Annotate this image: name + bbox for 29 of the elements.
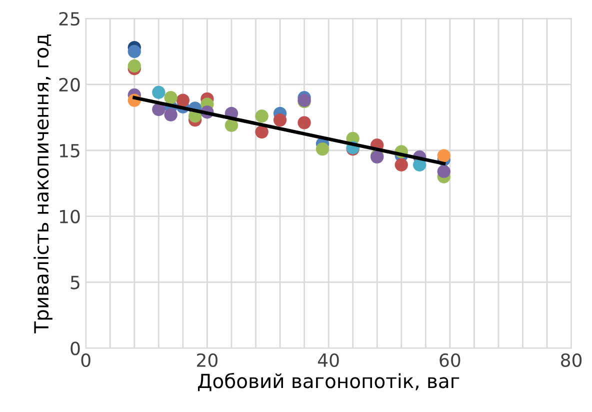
- y-tick-label: 10: [60, 210, 80, 224]
- y-tick-label: 5: [70, 276, 80, 290]
- point: [394, 158, 408, 172]
- x-tick-label: 0: [81, 353, 90, 367]
- point: [273, 113, 287, 127]
- point: [152, 86, 166, 99]
- point: [437, 164, 450, 178]
- x-tick-label: 60: [440, 353, 460, 367]
- point: [164, 108, 178, 122]
- point: [128, 59, 141, 73]
- y-tick-label: 25: [59, 12, 80, 26]
- point: [298, 116, 311, 130]
- x-axis-title: Добовий вагонопотік, ваг: [198, 372, 460, 392]
- x-tick-label: 80: [561, 353, 582, 367]
- point: [176, 94, 190, 107]
- point: [164, 91, 178, 104]
- point: [224, 118, 238, 132]
- point: [316, 142, 330, 156]
- y-tick-label: 20: [59, 78, 80, 92]
- point: [128, 44, 141, 58]
- point: [152, 102, 166, 116]
- y-tick-label: 0: [70, 342, 80, 356]
- point: [437, 149, 450, 162]
- y-tick-label: 15: [60, 144, 80, 158]
- point: [255, 125, 268, 139]
- x-tick-label: 20: [197, 353, 218, 367]
- point: [255, 110, 268, 123]
- x-tick-label: 40: [318, 353, 339, 367]
- y-axis-title: Тривалість накопичення, год: [34, 34, 52, 334]
